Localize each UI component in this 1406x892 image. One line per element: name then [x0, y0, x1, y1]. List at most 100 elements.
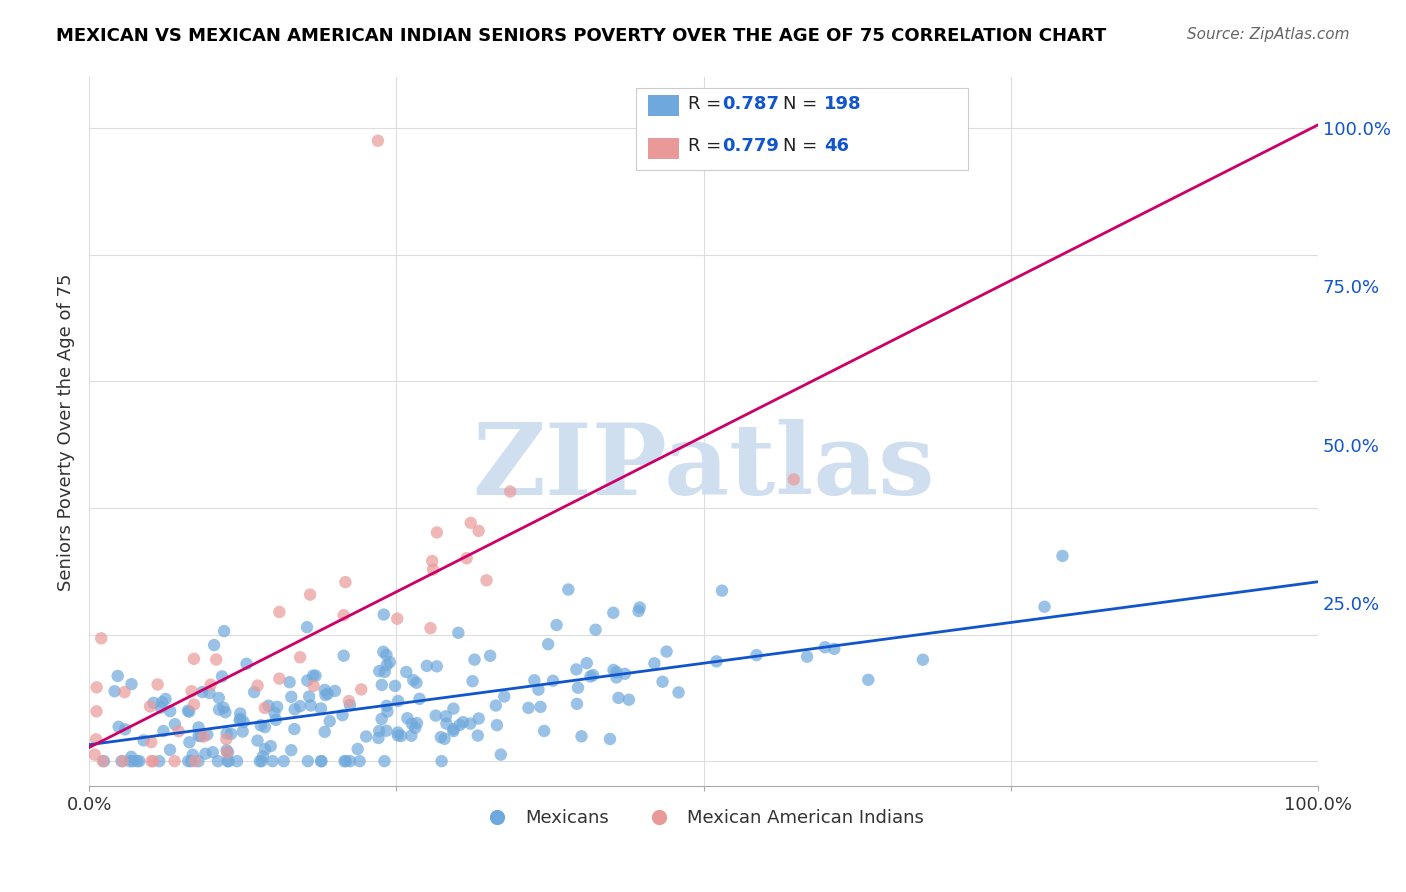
Point [243, 685, 266, 699]
Point [643, 657, 665, 671]
Point [262, 754, 284, 768]
Bar [636, 88, 967, 169]
Point [419, 621, 441, 635]
Point [246, 733, 269, 747]
Point [304, 668, 326, 682]
Point [118, 754, 141, 768]
Point [375, 698, 398, 713]
Bar [648, 95, 679, 117]
Point [179, 735, 201, 749]
Point [215, 732, 238, 747]
Point [228, 713, 250, 727]
Point [215, 743, 238, 757]
Point [527, 682, 550, 697]
Point [86, 704, 108, 718]
Point [456, 551, 478, 566]
Point [402, 673, 425, 688]
Point [367, 134, 389, 148]
Point [585, 623, 607, 637]
Point [142, 754, 165, 768]
Point [441, 701, 464, 715]
Point [284, 702, 307, 716]
Point [299, 698, 322, 713]
Point [215, 726, 238, 740]
Point [374, 665, 396, 679]
Text: 198: 198 [824, 95, 862, 112]
Point [339, 698, 361, 713]
Point [266, 699, 288, 714]
Point [605, 665, 627, 680]
Point [319, 714, 342, 728]
Point [426, 659, 449, 673]
Point [205, 652, 228, 666]
Text: 0.779: 0.779 [723, 137, 779, 155]
Point [373, 645, 395, 659]
Point [120, 749, 142, 764]
Point [617, 692, 640, 706]
Point [377, 705, 399, 719]
Point [159, 704, 181, 718]
Point [84, 732, 107, 747]
Point [246, 679, 269, 693]
Point [121, 677, 143, 691]
Point [346, 742, 368, 756]
Point [489, 747, 512, 762]
Point [557, 582, 579, 597]
Point [183, 698, 205, 712]
Point [337, 694, 360, 708]
Point [250, 754, 273, 768]
Point [269, 605, 291, 619]
Point [183, 652, 205, 666]
Point [368, 723, 391, 738]
Point [283, 722, 305, 736]
Point [384, 679, 406, 693]
Point [150, 695, 173, 709]
Point [814, 640, 837, 655]
Point [387, 612, 409, 626]
Point [217, 746, 239, 760]
Point [297, 673, 319, 688]
Point [401, 729, 423, 743]
Point [405, 675, 427, 690]
Point [546, 618, 568, 632]
Text: 0.787: 0.787 [723, 95, 779, 112]
Point [387, 725, 409, 739]
Point [706, 654, 728, 668]
Point [354, 730, 377, 744]
Point [323, 684, 346, 698]
Point [187, 729, 209, 743]
Point [823, 641, 845, 656]
Point [523, 673, 546, 688]
Point [796, 649, 818, 664]
Point [370, 712, 392, 726]
Point [607, 690, 630, 705]
Point [229, 712, 252, 726]
Point [180, 754, 202, 768]
Point [187, 754, 209, 768]
Point [404, 721, 426, 735]
Point [420, 554, 443, 568]
Text: ZIPatlas: ZIPatlas [472, 419, 935, 516]
Text: 46: 46 [824, 137, 849, 155]
Point [316, 687, 339, 701]
Point [214, 705, 236, 719]
Point [167, 724, 190, 739]
Point [280, 690, 302, 704]
Point [783, 472, 806, 486]
Point [111, 754, 134, 768]
Point [201, 745, 224, 759]
Point [217, 754, 239, 768]
Point [253, 720, 276, 734]
Point [179, 705, 201, 719]
Point [235, 657, 257, 671]
Point [202, 638, 225, 652]
Point [464, 653, 486, 667]
Text: R =: R = [688, 137, 721, 155]
Point [387, 728, 409, 742]
Point [373, 607, 395, 622]
Point [485, 718, 508, 732]
Point [332, 648, 354, 663]
Point [195, 727, 218, 741]
Point [311, 754, 333, 768]
Point [485, 698, 508, 713]
